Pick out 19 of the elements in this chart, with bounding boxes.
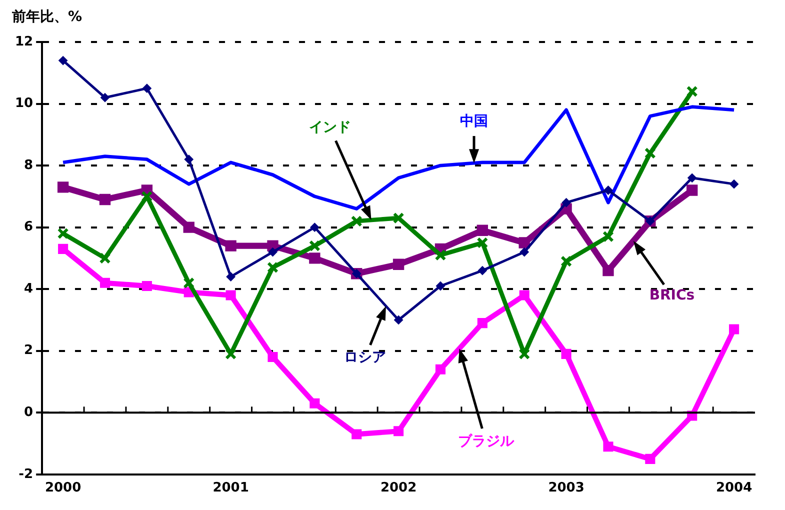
y-tick-label: 10 — [14, 96, 34, 112]
x-tick-label: 2000 — [44, 480, 82, 496]
y-tick-label: 6 — [24, 220, 34, 235]
y-tick-label: 2 — [24, 343, 34, 358]
text: BRICs — [649, 288, 695, 304]
text: 中国 — [460, 114, 488, 130]
x-tick-label: 2003 — [548, 480, 584, 496]
x-tick-label: 2002 — [380, 480, 417, 496]
y-tick-label: -2 — [18, 466, 34, 482]
y-tick-label: 0 — [24, 405, 34, 420]
text: ブラジル — [458, 432, 515, 450]
y-axis-title: 前年比、% — [11, 8, 84, 27]
x-tick-label: 2001 — [212, 480, 249, 496]
x-tick-label: 2004 — [716, 480, 752, 496]
text: インド — [309, 120, 351, 136]
y-tick-label: 4 — [24, 281, 34, 296]
text: ロシア — [344, 350, 386, 366]
y-tick-label: 8 — [24, 158, 34, 173]
y-tick-label: 12 — [14, 34, 34, 50]
